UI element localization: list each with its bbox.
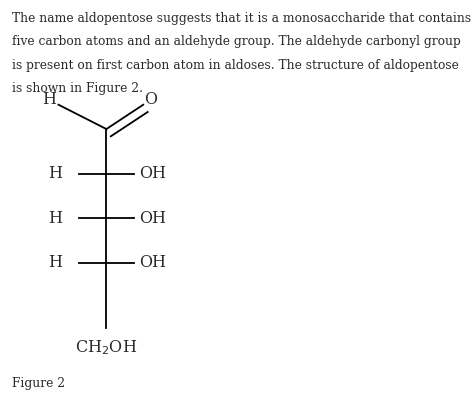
Text: H: H (48, 165, 62, 182)
Text: OH: OH (139, 210, 166, 227)
Text: The name aldopentose suggests that it is a monosaccharide that contains: The name aldopentose suggests that it is… (12, 11, 472, 24)
Text: OH: OH (139, 254, 166, 271)
Text: OH: OH (139, 165, 166, 182)
Text: five carbon atoms and an aldehyde group. The aldehyde carbonyl group: five carbon atoms and an aldehyde group.… (12, 35, 461, 48)
Text: Figure 2: Figure 2 (12, 377, 65, 390)
Text: is present on first carbon atom in aldoses. The structure of aldopentose: is present on first carbon atom in aldos… (12, 58, 459, 71)
Text: H: H (42, 91, 56, 109)
Text: H: H (48, 254, 62, 271)
Text: H: H (48, 210, 62, 227)
Text: O: O (144, 91, 157, 109)
Text: CH$_2$OH: CH$_2$OH (75, 339, 137, 357)
Text: is shown in Figure 2.: is shown in Figure 2. (12, 82, 144, 95)
